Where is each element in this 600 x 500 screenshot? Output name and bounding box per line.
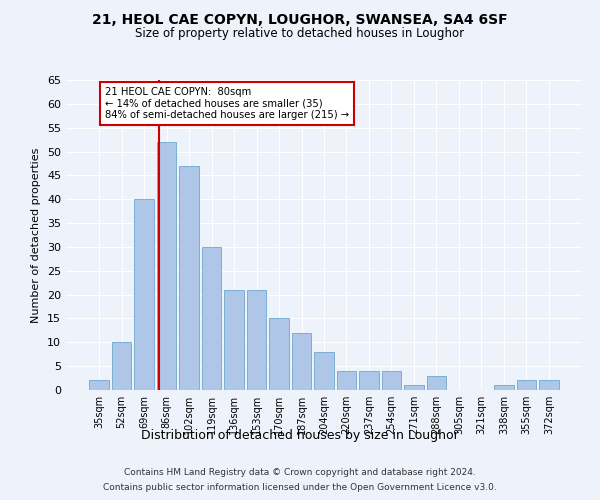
Bar bbox=[382, 371, 401, 390]
Bar bbox=[224, 290, 244, 390]
Bar bbox=[134, 199, 154, 390]
Bar bbox=[179, 166, 199, 390]
Text: 21 HEOL CAE COPYN:  80sqm
← 14% of detached houses are smaller (35)
84% of semi-: 21 HEOL CAE COPYN: 80sqm ← 14% of detach… bbox=[106, 87, 349, 120]
Bar bbox=[292, 333, 311, 390]
Bar bbox=[157, 142, 176, 390]
Bar bbox=[517, 380, 536, 390]
Bar bbox=[427, 376, 446, 390]
Bar bbox=[269, 318, 289, 390]
Text: 21, HEOL CAE COPYN, LOUGHOR, SWANSEA, SA4 6SF: 21, HEOL CAE COPYN, LOUGHOR, SWANSEA, SA… bbox=[92, 12, 508, 26]
Text: Size of property relative to detached houses in Loughor: Size of property relative to detached ho… bbox=[136, 28, 464, 40]
Text: Contains public sector information licensed under the Open Government Licence v3: Contains public sector information licen… bbox=[103, 483, 497, 492]
Bar bbox=[202, 247, 221, 390]
Bar bbox=[494, 385, 514, 390]
Bar bbox=[314, 352, 334, 390]
Text: Distribution of detached houses by size in Loughor: Distribution of detached houses by size … bbox=[141, 428, 459, 442]
Bar bbox=[359, 371, 379, 390]
Bar bbox=[539, 380, 559, 390]
Bar bbox=[337, 371, 356, 390]
Bar bbox=[112, 342, 131, 390]
Bar bbox=[404, 385, 424, 390]
Y-axis label: Number of detached properties: Number of detached properties bbox=[31, 148, 41, 322]
Bar bbox=[89, 380, 109, 390]
Bar bbox=[247, 290, 266, 390]
Text: Contains HM Land Registry data © Crown copyright and database right 2024.: Contains HM Land Registry data © Crown c… bbox=[124, 468, 476, 477]
